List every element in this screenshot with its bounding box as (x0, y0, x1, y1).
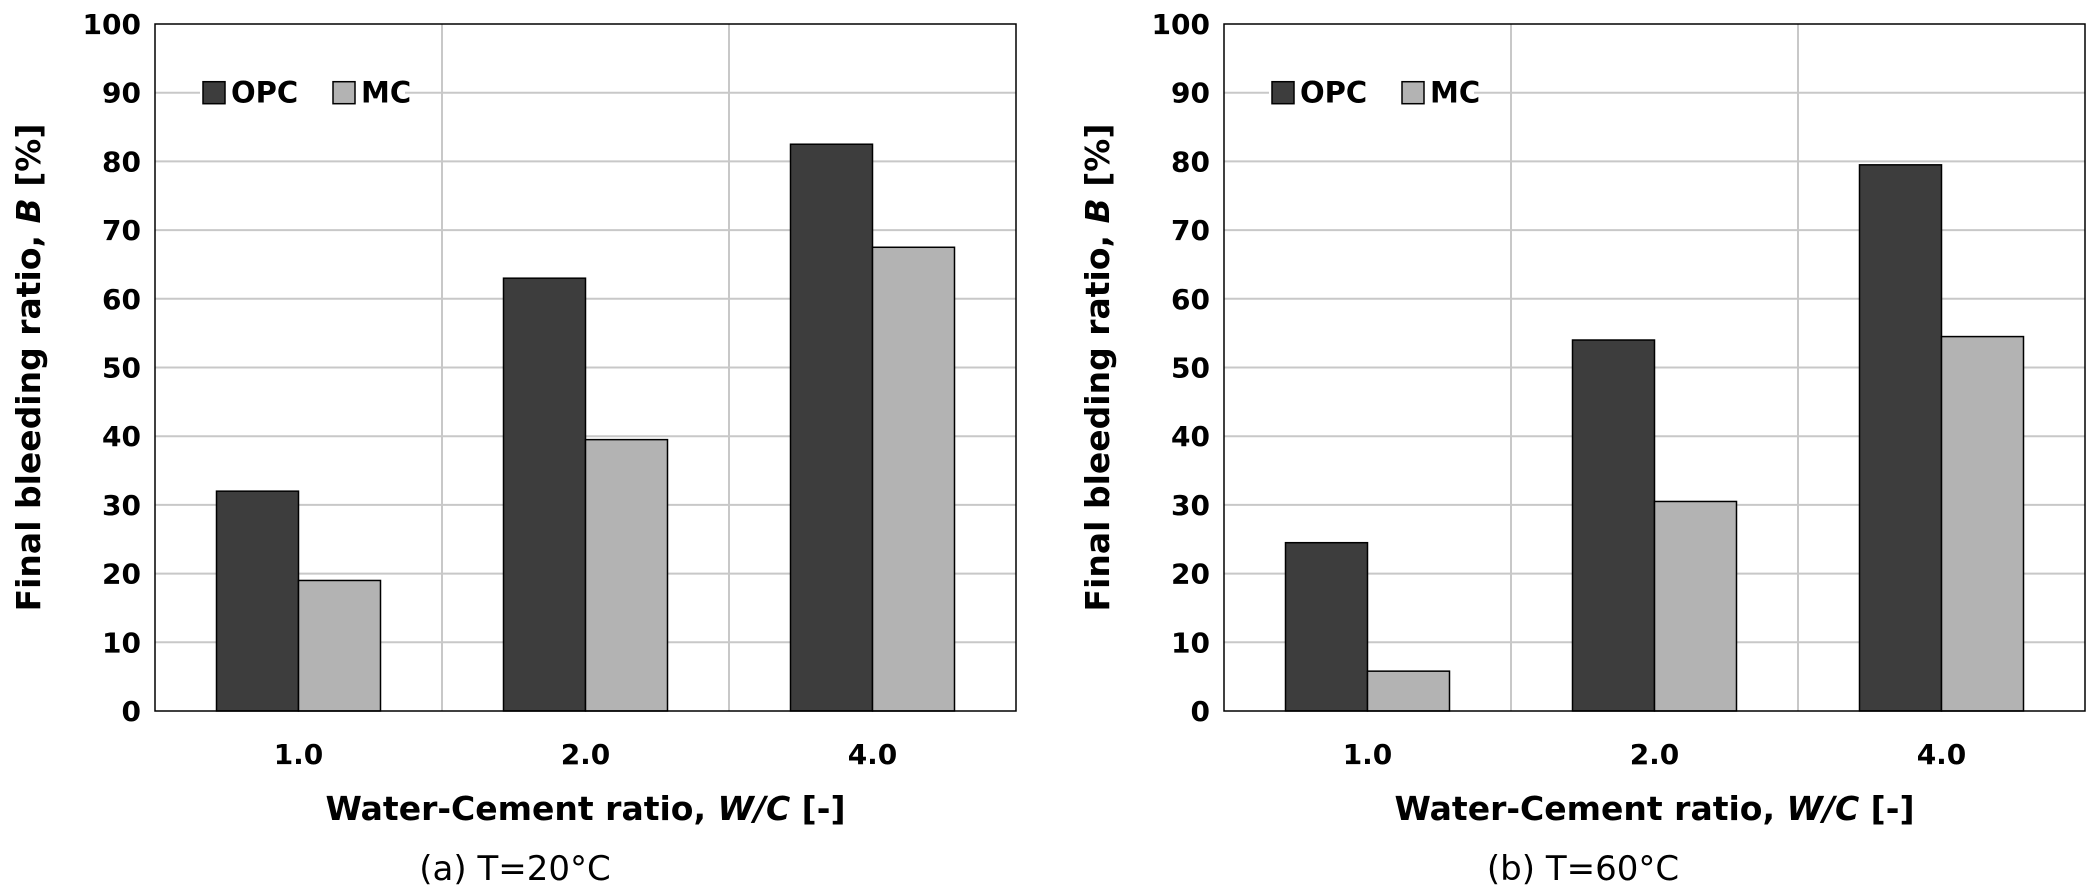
y-tick-label: 80 (102, 145, 141, 178)
x-axis-title-text: Water-Cement ratio, (325, 789, 717, 828)
legend-swatch-opc (1271, 80, 1295, 105)
y-tick-label: 100 (83, 8, 141, 41)
bar-opc-2.0 (1571, 339, 1656, 712)
y-tick-label: 20 (1171, 558, 1210, 591)
y-tick-label: 50 (1171, 352, 1210, 385)
panel-caption: (a) T=20°C (419, 849, 610, 889)
x-axis-title-text: Water-Cement ratio, (1394, 789, 1786, 828)
y-axis-title: Final bleeding ratio, B [%] (9, 124, 48, 612)
x-axis-title: Water-Cement ratio, W/C [-] (325, 789, 845, 828)
y-tick-label: 60 (102, 283, 141, 316)
y-axis-title-unit: [%] (9, 124, 48, 199)
bar-mc-2.0 (584, 438, 669, 712)
x-axis-title-unit: [-] (1859, 789, 1914, 828)
x-tick-label: 4.0 (1917, 738, 1967, 771)
bar-opc-1.0 (1284, 541, 1369, 712)
y-tick-label: 90 (102, 77, 141, 110)
x-tick-label: 2.0 (561, 738, 611, 771)
legend-label-opc: OPC (1300, 76, 1367, 110)
x-axis-title-unit: [-] (790, 789, 845, 828)
y-tick-label: 40 (102, 420, 141, 453)
legend-background (1269, 64, 1474, 121)
y-tick-label: 60 (1171, 283, 1210, 316)
y-axis-title-unit: [%] (1078, 124, 1117, 199)
bar-mc-1.0 (1366, 670, 1451, 712)
y-tick-label: 70 (102, 214, 141, 247)
y-tick-label: 20 (102, 558, 141, 591)
plot-frame (154, 23, 1017, 712)
panel-caption: (b) T=60°C (1487, 849, 1679, 889)
bar-opc-4.0 (789, 143, 874, 712)
legend: OPC MC (200, 64, 411, 121)
y-tick-label: 50 (102, 352, 141, 385)
y-tick-label: 80 (1171, 145, 1210, 178)
y-tick-label: 30 (1171, 489, 1210, 522)
y-tick-label: 0 (122, 695, 141, 728)
legend-swatch-mc (332, 80, 356, 105)
bar-opc-2.0 (502, 277, 587, 712)
bar-mc-2.0 (1653, 500, 1738, 712)
legend-swatch-opc (202, 80, 226, 105)
bar-mc-4.0 (1940, 335, 2025, 712)
y-axis-title-text: Final bleeding ratio, (1078, 223, 1117, 611)
bar-mc-1.0 (297, 579, 382, 712)
y-tick-label: 0 (1191, 695, 1210, 728)
y-axis-title-variable: B (9, 198, 48, 223)
legend-label-mc: MC (1430, 76, 1480, 110)
bar-opc-4.0 (1858, 164, 1943, 712)
legend-background (200, 64, 405, 121)
legend-label-opc: OPC (231, 76, 298, 110)
y-tick-label: 40 (1171, 420, 1210, 453)
legend-label-mc: MC (361, 76, 411, 110)
legend: OPC MC (1269, 64, 1480, 121)
legend-swatch-mc (1401, 80, 1425, 105)
y-axis-title-text: Final bleeding ratio, (9, 223, 48, 611)
x-tick-label: 1.0 (274, 738, 324, 771)
y-tick-label: 70 (1171, 214, 1210, 247)
x-tick-label: 1.0 (1343, 738, 1393, 771)
x-axis-title-variable: W/C (718, 789, 791, 828)
x-tick-label: 4.0 (848, 738, 898, 771)
x-axis-title: Water-Cement ratio, W/C [-] (1394, 789, 1914, 828)
bar-opc-1.0 (215, 490, 300, 712)
plot-frame (1223, 23, 2086, 712)
y-axis-title: Final bleeding ratio, B [%] (1078, 124, 1117, 612)
y-tick-label: 10 (1171, 626, 1210, 659)
y-tick-label: 90 (1171, 77, 1210, 110)
x-axis-title-variable: W/C (1787, 789, 1860, 828)
y-axis-title-variable: B (1078, 198, 1117, 223)
x-tick-label: 2.0 (1630, 738, 1680, 771)
y-tick-label: 10 (102, 626, 141, 659)
y-tick-label: 30 (102, 489, 141, 522)
bar-mc-4.0 (871, 246, 956, 712)
y-tick-label: 100 (1152, 8, 1210, 41)
